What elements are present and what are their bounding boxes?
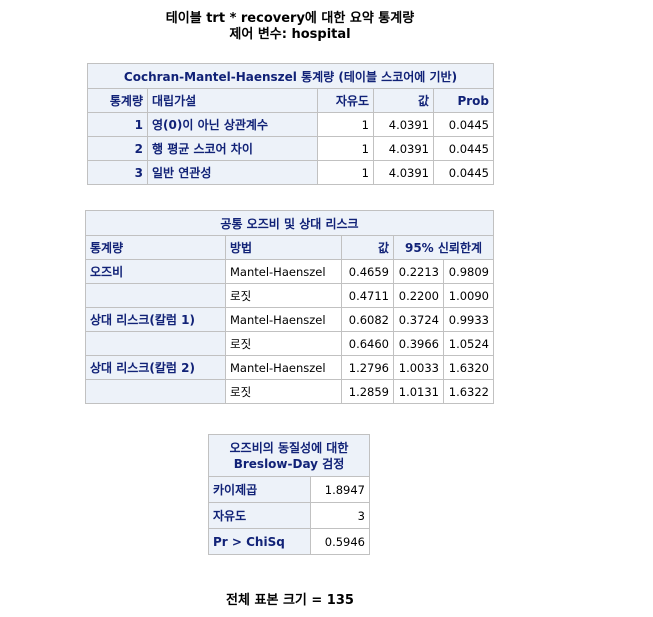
odds-lower: 0.2200	[393, 283, 444, 308]
cmh-col-prob: Prob	[433, 88, 494, 113]
odds-col-ci: 95% 신뢰한계	[393, 235, 494, 260]
cmh-table: Cochran-Mantel-Haenszel 통계량 (테이블 스코어에 기반…	[87, 63, 494, 185]
odds-table: 공통 오즈비 및 상대 리스크 통계량 방법 값 95% 신뢰한계 오즈비 Ma…	[85, 210, 494, 404]
odds-upper: 1.6322	[443, 379, 494, 404]
cmh-col-df: 자유도	[317, 88, 374, 113]
cmh-alt: 일반 연관성	[147, 160, 318, 185]
odds-stat: 상대 리스크(칼럼 1)	[85, 307, 226, 332]
cmh-prob: 0.0445	[433, 136, 494, 161]
cmh-df: 1	[317, 160, 374, 185]
cmh-alt: 행 평균 스코어 차이	[147, 136, 318, 161]
cmh-df: 1	[317, 136, 374, 161]
odds-upper: 1.0090	[443, 283, 494, 308]
cmh-prob: 0.0445	[433, 160, 494, 185]
breslow-value: 3	[310, 502, 370, 529]
table-row: 로짓 1.2859 1.0131 1.6322	[85, 379, 494, 404]
odds-method: Mantel-Haenszel	[225, 259, 342, 284]
table-row: 상대 리스크(칼럼 1) Mantel-Haenszel 0.6082 0.37…	[85, 307, 494, 332]
odds-value: 0.4711	[341, 283, 394, 308]
cmh-df: 1	[317, 112, 374, 137]
breslow-caption: 오즈비의 동질성에 대한 Breslow-Day 검정	[208, 434, 370, 477]
breslow-label: 카이제곱	[208, 476, 311, 503]
odds-value: 1.2796	[341, 355, 394, 380]
cmh-col-stat: 통계량	[87, 88, 148, 113]
cmh-col-value: 값	[373, 88, 434, 113]
table-row: 로짓 0.6460 0.3966 1.0524	[85, 331, 494, 356]
odds-col-method: 방법	[225, 235, 342, 260]
cmh-value: 4.0391	[373, 112, 434, 137]
odds-upper: 0.9933	[443, 307, 494, 332]
odds-lower: 1.0033	[393, 355, 444, 380]
page-title: 테이블 trt * recovery에 대한 요약 통계량	[165, 11, 415, 26]
table-row: 2 행 평균 스코어 차이 1 4.0391 0.0445	[87, 136, 494, 161]
cmh-stat: 3	[87, 160, 148, 185]
table-row: 로짓 0.4711 0.2200 1.0090	[85, 283, 494, 308]
cmh-stat: 1	[87, 112, 148, 137]
odds-method: Mantel-Haenszel	[225, 307, 342, 332]
breslow-caption-line1: 오즈비의 동질성에 대한	[229, 440, 349, 455]
odds-value: 0.4659	[341, 259, 394, 284]
odds-value: 0.6460	[341, 331, 394, 356]
odds-stat	[85, 379, 226, 404]
cmh-col-alt: 대립가설	[147, 88, 318, 113]
page-subtitle: 제어 변수: hospital	[229, 27, 351, 42]
table-row: 1 영(0)이 아닌 상관계수 1 4.0391 0.0445	[87, 112, 494, 137]
odds-col-stat: 통계량	[85, 235, 226, 260]
odds-stat	[85, 331, 226, 356]
table-row: 오즈비 Mantel-Haenszel 0.4659 0.2213 0.9809	[85, 259, 494, 284]
table-row: Pr > ChiSq 0.5946	[208, 528, 370, 555]
table-row: 자유도 3	[208, 502, 370, 529]
odds-method: 로짓	[225, 283, 342, 308]
table-row: 카이제곱 1.8947	[208, 476, 370, 503]
odds-value: 1.2859	[341, 379, 394, 404]
breslow-caption-line2: Breslow-Day 검정	[233, 456, 345, 471]
odds-upper: 1.6320	[443, 355, 494, 380]
odds-method: 로짓	[225, 331, 342, 356]
cmh-alt: 영(0)이 아닌 상관계수	[147, 112, 318, 137]
odds-caption: 공통 오즈비 및 상대 리스크	[85, 210, 494, 236]
odds-stat	[85, 283, 226, 308]
odds-lower: 1.0131	[393, 379, 444, 404]
odds-value: 0.6082	[341, 307, 394, 332]
odds-upper: 1.0524	[443, 331, 494, 356]
table-row: 상대 리스크(칼럼 2) Mantel-Haenszel 1.2796 1.00…	[85, 355, 494, 380]
odds-lower: 0.2213	[393, 259, 444, 284]
sample-size-footer: 전체 표본 크기 = 135	[226, 593, 354, 608]
odds-lower: 0.3966	[393, 331, 444, 356]
breslow-value: 0.5946	[310, 528, 370, 555]
breslow-table: 오즈비의 동질성에 대한 Breslow-Day 검정 카이제곱 1.8947 …	[208, 434, 370, 555]
odds-stat: 오즈비	[85, 259, 226, 284]
cmh-stat: 2	[87, 136, 148, 161]
cmh-prob: 0.0445	[433, 112, 494, 137]
odds-upper: 0.9809	[443, 259, 494, 284]
breslow-label: 자유도	[208, 502, 311, 529]
odds-stat: 상대 리스크(칼럼 2)	[85, 355, 226, 380]
cmh-caption: Cochran-Mantel-Haenszel 통계량 (테이블 스코어에 기반…	[87, 63, 494, 89]
cmh-value: 4.0391	[373, 136, 434, 161]
cmh-value: 4.0391	[373, 160, 434, 185]
odds-lower: 0.3724	[393, 307, 444, 332]
odds-col-value: 값	[341, 235, 394, 260]
odds-method: 로짓	[225, 379, 342, 404]
table-row: 3 일반 연관성 1 4.0391 0.0445	[87, 160, 494, 185]
breslow-value: 1.8947	[310, 476, 370, 503]
breslow-label: Pr > ChiSq	[208, 528, 311, 555]
odds-method: Mantel-Haenszel	[225, 355, 342, 380]
